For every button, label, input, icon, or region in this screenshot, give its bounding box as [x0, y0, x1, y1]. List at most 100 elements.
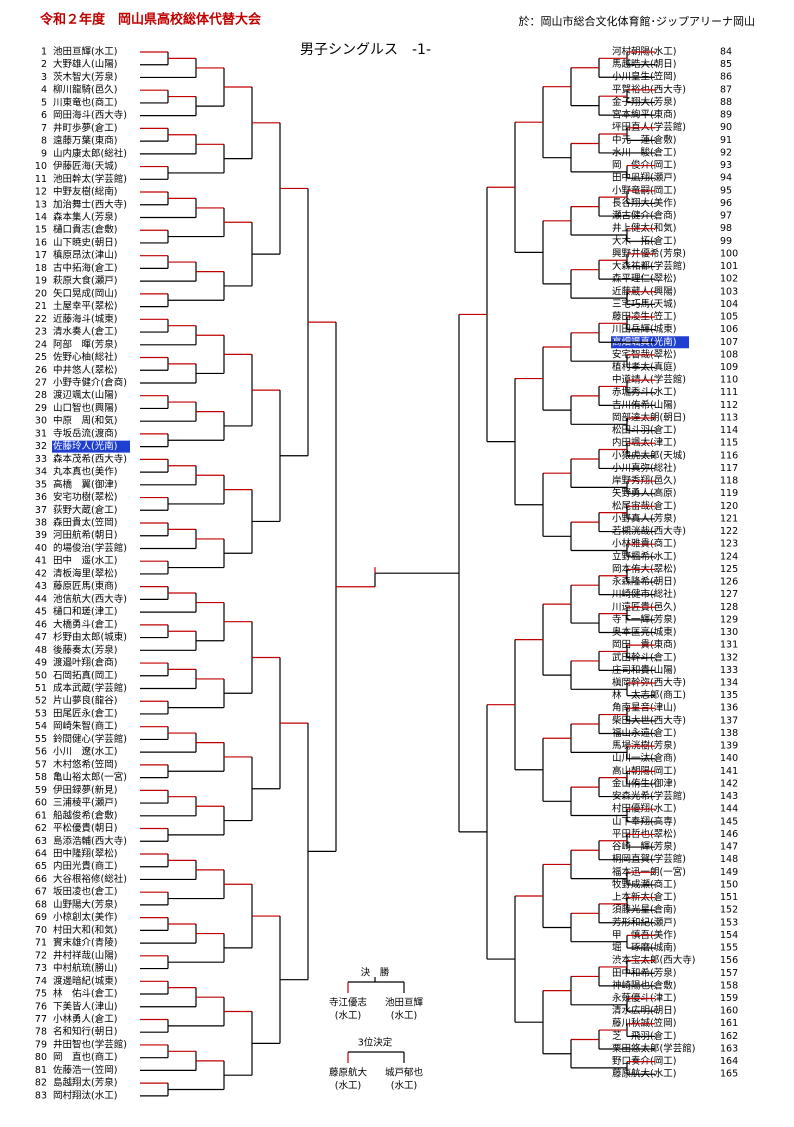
final-player: 池田亘輝 — [385, 997, 424, 1009]
entry-number: 163 — [720, 1043, 738, 1054]
highlight — [52, 440, 130, 453]
entry-number: 13 — [35, 199, 47, 210]
entry-number: 63 — [35, 836, 47, 847]
entry-number: 101 — [720, 261, 738, 272]
entry-name: 岡田海斗(西大寺) — [53, 109, 127, 121]
entry-name: 田中 遥(水工) — [53, 555, 117, 567]
entry-number: 55 — [35, 734, 47, 745]
entry-name: 茨木智大(芳泉) — [53, 71, 117, 83]
entry-number: 17 — [35, 250, 47, 261]
entry-number: 87 — [720, 84, 732, 95]
entry-name: 坂田凌也(倉工) — [53, 886, 117, 898]
entry-name: 森本集人(芳泉) — [53, 211, 117, 223]
entry-number: 2 — [41, 59, 47, 70]
entry-name: 池田亘輝(水工) — [53, 46, 117, 58]
entry-number: 112 — [720, 400, 738, 411]
entry-name: 田中隆翔(翠松) — [53, 847, 117, 859]
entry-number: 84 — [720, 47, 732, 58]
entry-number: 68 — [35, 899, 47, 910]
entry-number: 106 — [720, 324, 738, 335]
entry-number: 1 — [41, 47, 47, 58]
entry-number: 137 — [720, 715, 738, 726]
entry-number: 162 — [720, 1031, 738, 1042]
entry-number: 131 — [720, 640, 738, 651]
entry-number: 70 — [35, 925, 47, 936]
entry-name: 井田智也(学芸館) — [53, 1038, 127, 1050]
entry-number: 125 — [720, 564, 738, 575]
entry-name: 島添浩輔(西大寺) — [53, 835, 127, 847]
subtitle: 男子シングルス -1- — [300, 42, 431, 58]
entry-number: 26 — [35, 365, 47, 376]
entry-number: 53 — [35, 708, 47, 719]
entry-number: 35 — [35, 479, 47, 490]
entry-name: 三浦稜平(瀬戸) — [53, 797, 117, 809]
entry-number: 96 — [720, 198, 732, 209]
entry-number: 104 — [720, 299, 738, 310]
entry-number: 91 — [720, 135, 732, 146]
entry-name: 伊田録夢(新見) — [53, 784, 117, 796]
entry-number: 7 — [41, 123, 47, 134]
entry-name: 實末雄介(青陵) — [53, 937, 117, 949]
entry-number: 28 — [35, 390, 47, 401]
entry-name: 伊藤匠海(天城) — [53, 160, 117, 172]
entry-name: 清水奏人(倉工) — [53, 326, 117, 338]
entry-name: 小林勇人(倉工) — [53, 1013, 117, 1025]
entry-number: 99 — [720, 236, 732, 247]
entry-number: 136 — [720, 703, 738, 714]
entry-name: 井村祥哉(山陽) — [53, 949, 117, 961]
entry-number: 158 — [720, 980, 738, 991]
entry-name: 槙原昂汰(津山) — [53, 249, 117, 261]
entry-number: 88 — [720, 97, 732, 108]
entry-number: 143 — [720, 791, 738, 802]
entry-number: 121 — [720, 513, 738, 524]
entry-number: 124 — [720, 551, 738, 562]
entry-number: 154 — [720, 930, 738, 941]
entry-number: 47 — [35, 632, 47, 643]
entry-name: 中野友樹(総南) — [53, 186, 117, 198]
entry-number: 155 — [720, 943, 738, 954]
entry-name: 岡 直也(商工) — [53, 1051, 117, 1063]
entry-name: 池信航大(西大寺) — [53, 593, 127, 605]
entry-number: 153 — [720, 917, 738, 928]
entry-number: 37 — [35, 505, 47, 516]
entry-name: 古中拓海(倉工) — [53, 262, 117, 274]
entry-number: 146 — [720, 829, 738, 840]
entry-number: 42 — [35, 568, 47, 579]
entry-name: 中村航琉(勝山) — [53, 962, 117, 974]
entry-name: 加治舞士(西大寺) — [53, 198, 127, 210]
entry-number: 24 — [35, 339, 47, 350]
entry-name: 中井悠人(翠松) — [53, 364, 117, 376]
entry-number: 75 — [35, 989, 47, 1000]
title: 令和２年度 岡山県高校総体代替大会 — [40, 12, 262, 28]
final-school: (水工) — [391, 1010, 417, 1022]
entry-name: 亀山裕太郎(一宮) — [53, 771, 127, 783]
entry-number: 9 — [41, 148, 47, 159]
entry-number: 123 — [720, 539, 738, 550]
entry-number: 100 — [720, 248, 738, 259]
entry-number: 52 — [35, 696, 47, 707]
entry-name: 的場俊治(学芸館) — [53, 542, 127, 554]
entry-number: 114 — [720, 425, 738, 436]
entry-number: 30 — [35, 416, 47, 427]
entry-number: 15 — [35, 225, 47, 236]
entry-number: 31 — [35, 428, 47, 439]
entry-number: 36 — [35, 492, 47, 503]
entry-number: 144 — [720, 804, 738, 815]
entry-name: 下美皆人(津山) — [53, 1000, 117, 1012]
entry-name: 遠藤万葉(東商) — [53, 135, 117, 147]
entry-name: 成本武蔵(学芸館) — [53, 682, 127, 694]
entry-name: 内田光貴(商工) — [53, 860, 117, 872]
entry-number: 116 — [720, 450, 738, 461]
entry-number: 150 — [720, 879, 738, 890]
entry-number: 110 — [720, 375, 738, 386]
entry-number: 122 — [720, 526, 738, 537]
entry-name: 矢口晃成(岡山) — [53, 287, 117, 299]
entry-name: 樋口貴志(倉敷) — [53, 224, 117, 236]
entry-number: 145 — [720, 816, 738, 827]
entry-number: 29 — [35, 403, 47, 414]
entry-number: 58 — [35, 772, 47, 783]
third-player: 城戸郁也 — [385, 1067, 424, 1079]
entry-number: 82 — [35, 1078, 47, 1089]
entry-number: 73 — [35, 963, 47, 974]
entry-number: 59 — [35, 785, 47, 796]
